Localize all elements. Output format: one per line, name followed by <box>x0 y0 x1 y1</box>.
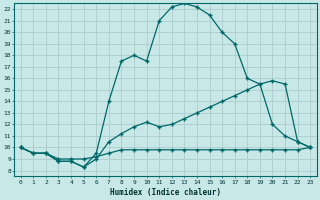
X-axis label: Humidex (Indice chaleur): Humidex (Indice chaleur) <box>110 188 221 197</box>
